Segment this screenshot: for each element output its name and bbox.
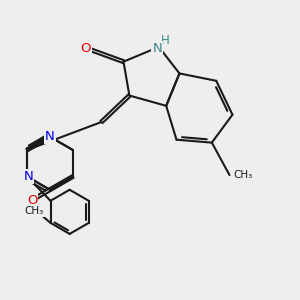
Text: N: N (45, 130, 55, 143)
Text: O: O (81, 42, 91, 55)
Text: O: O (27, 194, 37, 207)
Text: N: N (152, 42, 162, 55)
Text: H: H (161, 34, 170, 47)
Text: CH₃: CH₃ (25, 206, 44, 216)
Text: N: N (23, 170, 33, 183)
Text: CH₃: CH₃ (233, 170, 252, 180)
